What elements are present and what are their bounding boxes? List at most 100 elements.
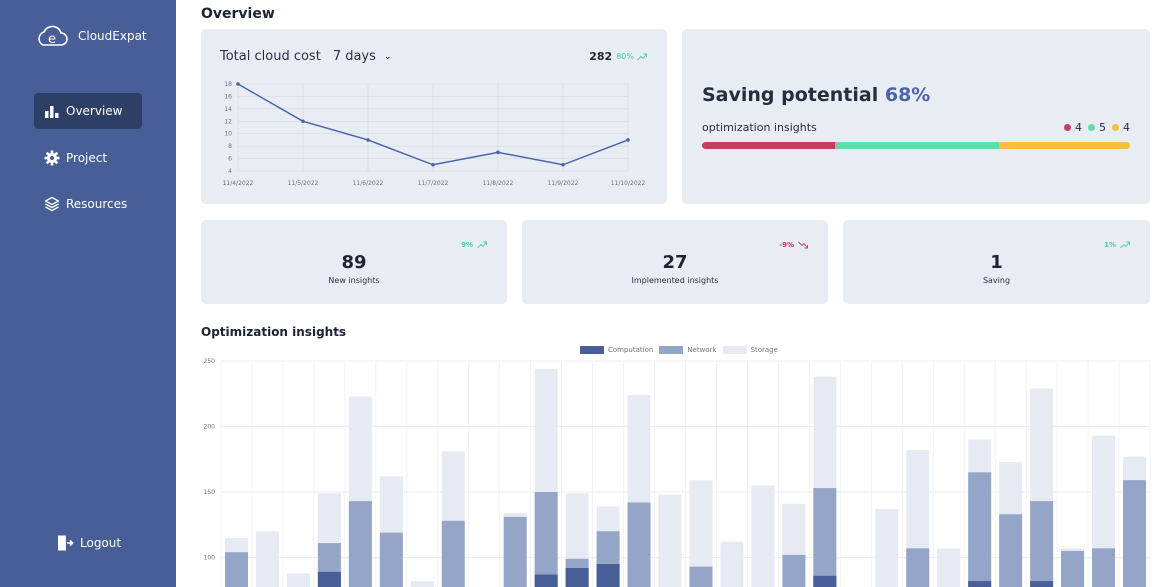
stat-change: 9% <box>461 241 473 249</box>
legend-item-computation[interactable]: Computation <box>580 346 653 354</box>
bar-storage[interactable] <box>658 494 682 587</box>
svg-text:e: e <box>48 32 56 47</box>
bar-computation[interactable] <box>317 571 341 587</box>
bar-computation[interactable] <box>813 575 837 587</box>
stat-change: 1% <box>1104 241 1116 249</box>
bar-computation[interactable] <box>1030 581 1054 587</box>
bar-computation[interactable] <box>596 564 620 587</box>
y-tick-label: 16 <box>224 93 232 100</box>
trend-up-icon <box>477 241 487 249</box>
stat-label: Implemented insights <box>631 276 719 285</box>
progress-segment <box>834 142 1000 149</box>
bar-network[interactable] <box>782 554 806 587</box>
page-title: Overview <box>201 6 275 22</box>
nav-item-project[interactable]: Project <box>34 140 142 176</box>
legend-label: Storage <box>750 346 778 354</box>
x-tick-label: 11/5/2022 <box>288 180 319 187</box>
stat-value: 89 <box>341 252 367 273</box>
trend-down-icon <box>798 241 808 249</box>
y-tick-label: 18 <box>224 81 232 88</box>
cost-card-title: Total cloud cost 7 days ⌄ <box>220 49 391 64</box>
bar-network[interactable] <box>813 488 837 587</box>
stat-label: New insights <box>328 276 380 285</box>
nav-item-resources[interactable]: Resources <box>34 186 142 222</box>
stat-card-saving: 1% 1 Saving <box>843 220 1150 304</box>
sidebar: e CloudExpat Overview Project <box>0 0 176 587</box>
bar-network[interactable] <box>503 516 527 587</box>
bar-network[interactable] <box>627 502 651 587</box>
bar-storage[interactable] <box>720 541 744 587</box>
progress-segment <box>999 142 1130 149</box>
data-point[interactable] <box>626 138 630 142</box>
data-point[interactable] <box>366 138 370 142</box>
bar-network[interactable] <box>348 501 372 587</box>
x-tick-label: 11/10/2022 <box>611 180 646 187</box>
bar-chart-legend: Computation Network Storage <box>580 346 784 354</box>
bar-network[interactable] <box>1123 480 1147 587</box>
chevron-down-icon[interactable]: ⌄ <box>383 51 392 62</box>
cost-line-chart: 18 16 14 12 10 8 6 4 11/4/2022 11/5/2022 11/6/2022… <box>223 81 646 187</box>
data-point[interactable] <box>431 162 435 167</box>
bar-storage[interactable] <box>875 509 899 587</box>
bar-network[interactable] <box>224 552 248 587</box>
bar-network[interactable] <box>379 532 403 587</box>
y-tick-label: 4 <box>228 168 232 175</box>
bar-network[interactable] <box>1030 501 1054 587</box>
bar-network[interactable] <box>1092 548 1116 587</box>
bar-storage[interactable] <box>937 548 961 587</box>
bar-storage[interactable] <box>286 573 310 587</box>
saving-card: Saving potential 68% optimization insigh… <box>682 29 1150 204</box>
x-tick-label: 11/8/2022 <box>483 180 514 187</box>
y-tick-label: 8 <box>228 143 232 150</box>
legend-label: Computation <box>608 346 654 354</box>
bar-network[interactable] <box>534 492 558 587</box>
bar-storage[interactable] <box>410 581 434 587</box>
stat-value: 1 <box>990 252 1003 273</box>
nav-item-label: Project <box>66 151 108 165</box>
logout-label: Logout <box>80 536 122 550</box>
count-green: 5 <box>1099 121 1106 134</box>
cost-title-text: Total cloud cost <box>220 49 321 64</box>
green-dot-icon <box>1088 124 1095 131</box>
legend-item-storage[interactable]: Storage <box>722 346 778 354</box>
bar-network[interactable] <box>968 472 992 587</box>
logout-button[interactable]: Logout <box>56 534 121 552</box>
nav-item-overview[interactable]: Overview <box>34 93 142 129</box>
legend-item-network[interactable]: Network <box>659 346 717 354</box>
bar-network[interactable] <box>1061 550 1085 587</box>
bar-computation[interactable] <box>565 567 589 587</box>
brand[interactable]: e CloudExpat <box>34 24 147 48</box>
bar-network[interactable] <box>441 520 465 587</box>
range-select[interactable]: 7 days <box>332 49 376 64</box>
count-red: 4 <box>1075 121 1082 134</box>
y-tick-label: 12 <box>224 118 232 125</box>
data-point[interactable] <box>496 150 500 155</box>
bar-network[interactable] <box>689 566 713 587</box>
nav-item-label: Overview <box>66 104 123 118</box>
y-tick-label: 6 <box>228 156 232 163</box>
data-point[interactable] <box>236 82 240 86</box>
bar-network[interactable] <box>999 514 1023 587</box>
logout-icon <box>58 535 74 551</box>
stat-trend: 1% <box>1104 241 1130 249</box>
data-point[interactable] <box>301 119 305 124</box>
bar-storage[interactable] <box>689 480 713 587</box>
x-tick-label: 11/6/2022 <box>353 180 384 187</box>
stat-trend: -9% <box>779 241 808 249</box>
saving-title: Saving potential 68% <box>702 84 930 106</box>
cloud-logo-icon: e <box>38 25 68 47</box>
bar-storage[interactable] <box>255 531 279 587</box>
bar-network[interactable] <box>906 548 930 587</box>
y-tick-label: 10 <box>224 131 232 138</box>
stat-card-new-insights: 9% 89 New insights <box>201 220 507 304</box>
data-point[interactable] <box>561 162 565 167</box>
saving-title-text: Saving potential <box>702 84 879 106</box>
brand-name: CloudExpat <box>78 29 147 43</box>
stat-label: Saving <box>982 276 1011 285</box>
bar-computation[interactable] <box>534 574 558 587</box>
progress-segment <box>702 142 835 149</box>
bar-storage[interactable] <box>751 485 775 587</box>
stat-card-implemented-insights: -9% 27 Implemented insights <box>522 220 828 304</box>
layers-icon <box>44 196 60 212</box>
bar-computation[interactable] <box>968 581 992 587</box>
